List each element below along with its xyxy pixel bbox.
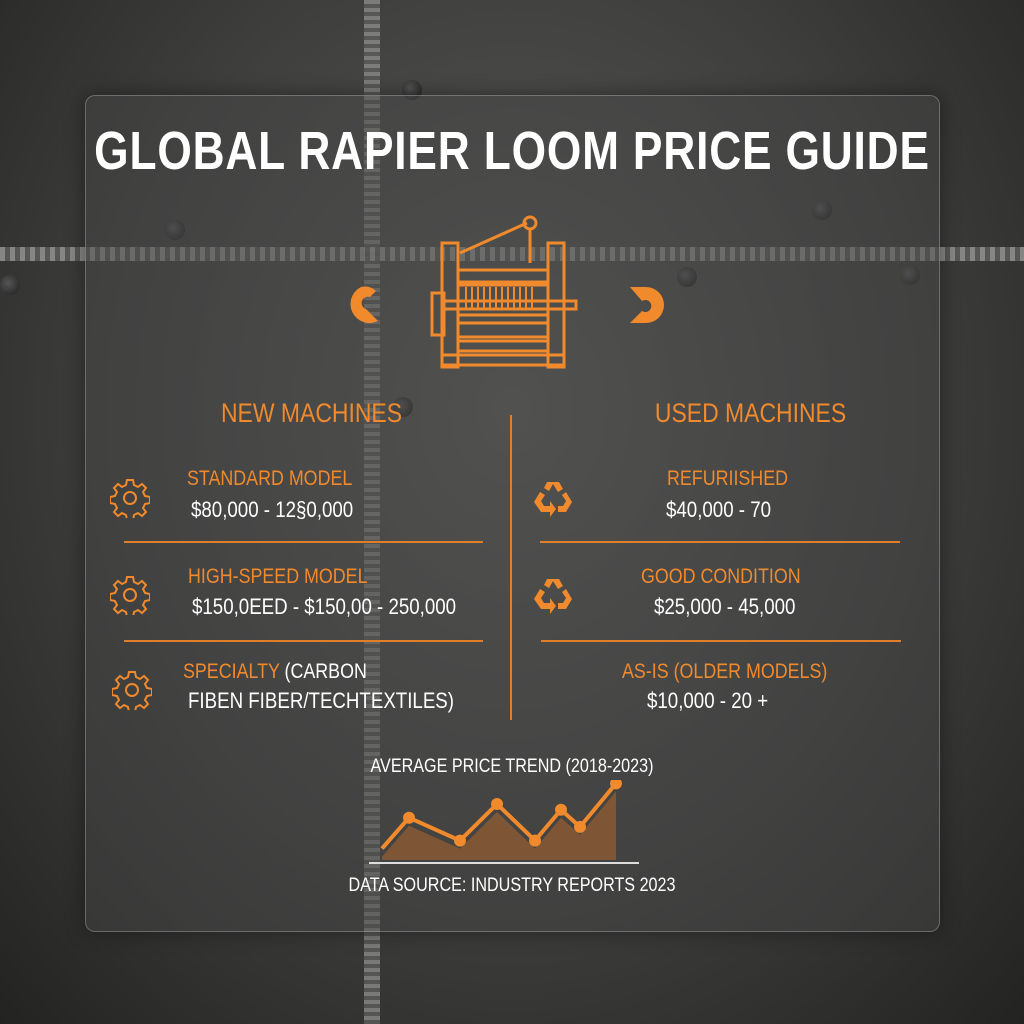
trend-point xyxy=(610,780,622,790)
gear-icon xyxy=(112,671,152,710)
trend-point xyxy=(454,834,466,847)
divider xyxy=(540,541,900,543)
rivet xyxy=(900,265,920,285)
divider xyxy=(124,541,483,543)
specialty-price: FIBEN FIBER/TECHTEXTILES) xyxy=(188,688,454,713)
info-panel xyxy=(85,95,940,932)
good-condition-price: $25,000 - 45,000 xyxy=(654,594,796,619)
footer-divider xyxy=(369,862,639,864)
loom-machine-icon xyxy=(430,215,578,369)
specialty-label-suffix: (CARBON xyxy=(284,660,367,683)
arrow-circle-right-icon[interactable] xyxy=(628,285,668,325)
trend-point xyxy=(403,811,415,824)
gear-icon xyxy=(110,479,150,518)
arrow-circle-left-icon[interactable] xyxy=(342,285,380,323)
gear-icon xyxy=(110,576,150,615)
rivet xyxy=(393,397,413,417)
new-machines-heading: NEW MACHINES xyxy=(220,398,403,428)
metal-seam-horizontal xyxy=(0,247,1024,261)
rivet xyxy=(677,267,697,287)
chart-title: AVERAGE PRICE TREND (2018-2023) xyxy=(370,756,654,777)
as-is-price: $10,000 - 20 + xyxy=(647,688,769,713)
trend-point xyxy=(574,820,586,833)
as-is-label: AS-IS (OLDER MODELS) xyxy=(622,660,828,683)
refurbished-price: $40,000 - 70 xyxy=(666,497,772,522)
rivet xyxy=(0,275,20,295)
standard-model-label: STANDARD MODEL xyxy=(187,467,353,490)
specialty-label: SPECIALTY (CARBON xyxy=(183,660,367,684)
trend-point xyxy=(529,834,541,847)
refurbished-label: REFURIISHED xyxy=(667,467,789,490)
column-divider xyxy=(510,415,512,720)
data-source: DATA SOURCE: INDUSTRY REPORTS 2023 xyxy=(348,875,676,896)
high-speed-model-price: $150,0EED - $150,00 - 250,000 xyxy=(192,594,457,619)
divider xyxy=(541,640,901,642)
used-machines-heading: USED MACHINES xyxy=(654,398,847,428)
specialty-label-main: SPECIALTY xyxy=(183,660,280,683)
standard-model-price: $80,000 - 12§0,000 xyxy=(191,497,354,522)
rivet xyxy=(402,80,422,100)
trend-point xyxy=(491,798,503,810)
trend-area xyxy=(382,791,616,860)
trend-point xyxy=(555,803,567,816)
price-trend-chart xyxy=(380,780,622,860)
page-title: GLOBAL RAPIER LOOM PRICE GUIDE xyxy=(94,121,930,181)
rivet xyxy=(812,200,832,220)
recycle-icon xyxy=(534,482,572,517)
recycle-icon xyxy=(534,579,572,614)
rivet xyxy=(165,220,185,240)
high-speed-model-label: HIGH-SPEED MODEL xyxy=(188,565,368,588)
divider xyxy=(124,640,483,642)
good-condition-label: GOOD CONDITION xyxy=(641,565,801,588)
